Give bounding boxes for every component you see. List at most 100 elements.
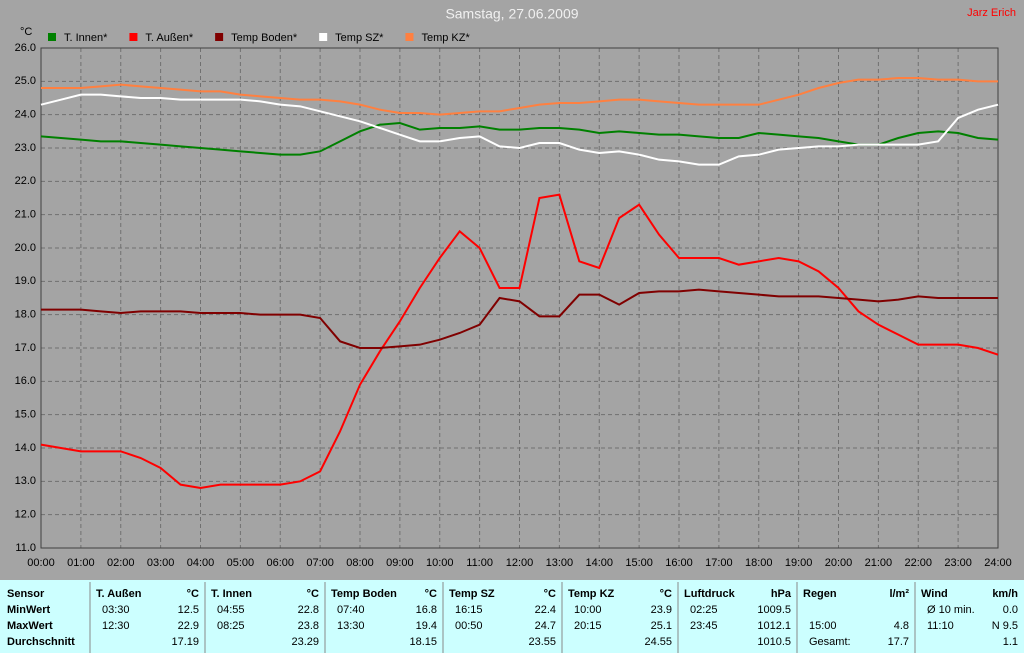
x-tick-label: 19:00 bbox=[785, 557, 813, 569]
cell-time: 13:30 bbox=[337, 620, 365, 632]
cell-value: 1010.5 bbox=[757, 636, 791, 648]
chart-title: Samstag, 27.06.2009 bbox=[445, 6, 578, 22]
corner-note: Jarz Erich bbox=[967, 7, 1016, 19]
cell-value: 17.19 bbox=[171, 636, 199, 648]
x-tick-label: 13:00 bbox=[546, 557, 574, 569]
y-tick-label: 26.0 bbox=[15, 42, 36, 54]
cell-time: 12:30 bbox=[102, 620, 130, 632]
row-label: Durchschnitt bbox=[7, 636, 75, 648]
cell-value: 1009.5 bbox=[757, 604, 791, 616]
y-tick-label: 19.0 bbox=[15, 275, 36, 287]
cell-value: 23.9 bbox=[651, 604, 672, 616]
x-tick-label: 07:00 bbox=[306, 557, 334, 569]
x-tick-label: 05:00 bbox=[227, 557, 255, 569]
cell-value: 24.7 bbox=[535, 620, 556, 632]
column-unit: km/h bbox=[992, 588, 1018, 600]
cell-time: 03:30 bbox=[102, 604, 130, 616]
row-header: Sensor bbox=[7, 588, 45, 600]
chart-background bbox=[0, 0, 1024, 580]
series-line bbox=[40, 93, 999, 166]
row-label: MaxWert bbox=[7, 620, 53, 632]
x-tick-label: 11:00 bbox=[466, 557, 493, 569]
y-tick-label: 18.0 bbox=[15, 309, 36, 321]
y-tick-label: 13.0 bbox=[15, 475, 36, 487]
cell-time: 16:15 bbox=[455, 604, 483, 616]
cell-time: 07:40 bbox=[337, 604, 365, 616]
cell-time: 02:25 bbox=[690, 604, 718, 616]
y-tick-label: 20.0 bbox=[15, 242, 36, 254]
legend-label: Temp KZ* bbox=[421, 32, 470, 44]
x-tick-label: 09:00 bbox=[386, 557, 414, 569]
column-unit: hPa bbox=[771, 588, 792, 600]
cell-time: Ø 10 min. bbox=[927, 604, 975, 616]
series-line bbox=[40, 121, 999, 156]
column-name: Luftdruck bbox=[684, 588, 736, 600]
x-tick-label: 12:00 bbox=[506, 557, 534, 569]
series-line bbox=[41, 77, 998, 116]
cell-time: 20:15 bbox=[574, 620, 602, 632]
legend-label: T. Innen* bbox=[64, 32, 108, 44]
cell-value: 12.5 bbox=[178, 604, 199, 616]
cell-value: 0.0 bbox=[1003, 604, 1018, 616]
cell-value: 25.1 bbox=[651, 620, 672, 632]
column-unit: °C bbox=[307, 588, 319, 600]
cell-value: 17.7 bbox=[888, 636, 909, 648]
y-tick-label: 24.0 bbox=[15, 109, 36, 121]
cell-value: 1012.1 bbox=[757, 620, 791, 632]
column-unit: l/m² bbox=[889, 588, 909, 600]
cell-time: 11:10 bbox=[927, 620, 954, 632]
legend-swatch bbox=[405, 33, 414, 41]
y-tick-label: 14.0 bbox=[15, 442, 36, 454]
x-tick-label: 00:00 bbox=[27, 557, 55, 569]
legend-swatch bbox=[129, 33, 138, 41]
x-tick-label: 17:00 bbox=[705, 557, 733, 569]
legend-label: Temp SZ* bbox=[335, 32, 384, 44]
cell-time: Gesamt: bbox=[809, 636, 851, 648]
cell-time: 23:45 bbox=[690, 620, 718, 632]
column-unit: °C bbox=[544, 588, 556, 600]
legend-swatch bbox=[319, 33, 328, 41]
x-tick-label: 24:00 bbox=[984, 557, 1012, 569]
column-name: Regen bbox=[803, 588, 837, 600]
column-unit: °C bbox=[660, 588, 672, 600]
cell-value: 23.29 bbox=[291, 636, 319, 648]
legend-swatch bbox=[48, 33, 56, 41]
series-line bbox=[40, 193, 999, 490]
y-tick-label: 11.0 bbox=[15, 542, 36, 554]
x-tick-label: 15:00 bbox=[625, 557, 653, 569]
x-tick-label: 23:00 bbox=[944, 557, 972, 569]
column-name: T. Innen bbox=[211, 588, 252, 600]
series-line bbox=[41, 288, 998, 349]
cell-value: 18.15 bbox=[409, 636, 437, 648]
cell-value: 24.55 bbox=[644, 636, 672, 648]
cell-value: 23.55 bbox=[528, 636, 556, 648]
column-name: Wind bbox=[921, 588, 948, 600]
legend-label: T. Außen* bbox=[145, 32, 193, 44]
table-background bbox=[0, 580, 1024, 653]
cell-value: 22.9 bbox=[178, 620, 199, 632]
y-axis-label: °C bbox=[20, 26, 32, 38]
cell-time: 00:50 bbox=[455, 620, 483, 632]
y-tick-label: 15.0 bbox=[15, 409, 36, 421]
x-tick-label: 14:00 bbox=[585, 557, 613, 569]
x-tick-label: 20:00 bbox=[825, 557, 853, 569]
column-name: T. Außen bbox=[96, 588, 142, 600]
cell-value: 16.8 bbox=[416, 604, 437, 616]
column-unit: °C bbox=[187, 588, 199, 600]
cell-value: 4.8 bbox=[894, 620, 909, 632]
column-name: Temp SZ bbox=[449, 588, 495, 600]
y-tick-label: 22.0 bbox=[15, 175, 36, 187]
column-unit: °C bbox=[425, 588, 437, 600]
column-name: Temp Boden bbox=[331, 588, 397, 600]
x-tick-label: 04:00 bbox=[187, 557, 215, 569]
x-tick-label: 01:00 bbox=[67, 557, 95, 569]
cell-time: 04:55 bbox=[217, 604, 245, 616]
legend-label: Temp Boden* bbox=[231, 32, 298, 44]
cell-value: 23.8 bbox=[298, 620, 319, 632]
cell-value: 22.4 bbox=[535, 604, 556, 616]
x-tick-label: 16:00 bbox=[665, 557, 693, 569]
cell-value: 22.8 bbox=[298, 604, 319, 616]
cell-time: 15:00 bbox=[809, 620, 837, 632]
x-tick-label: 10:00 bbox=[426, 557, 454, 569]
